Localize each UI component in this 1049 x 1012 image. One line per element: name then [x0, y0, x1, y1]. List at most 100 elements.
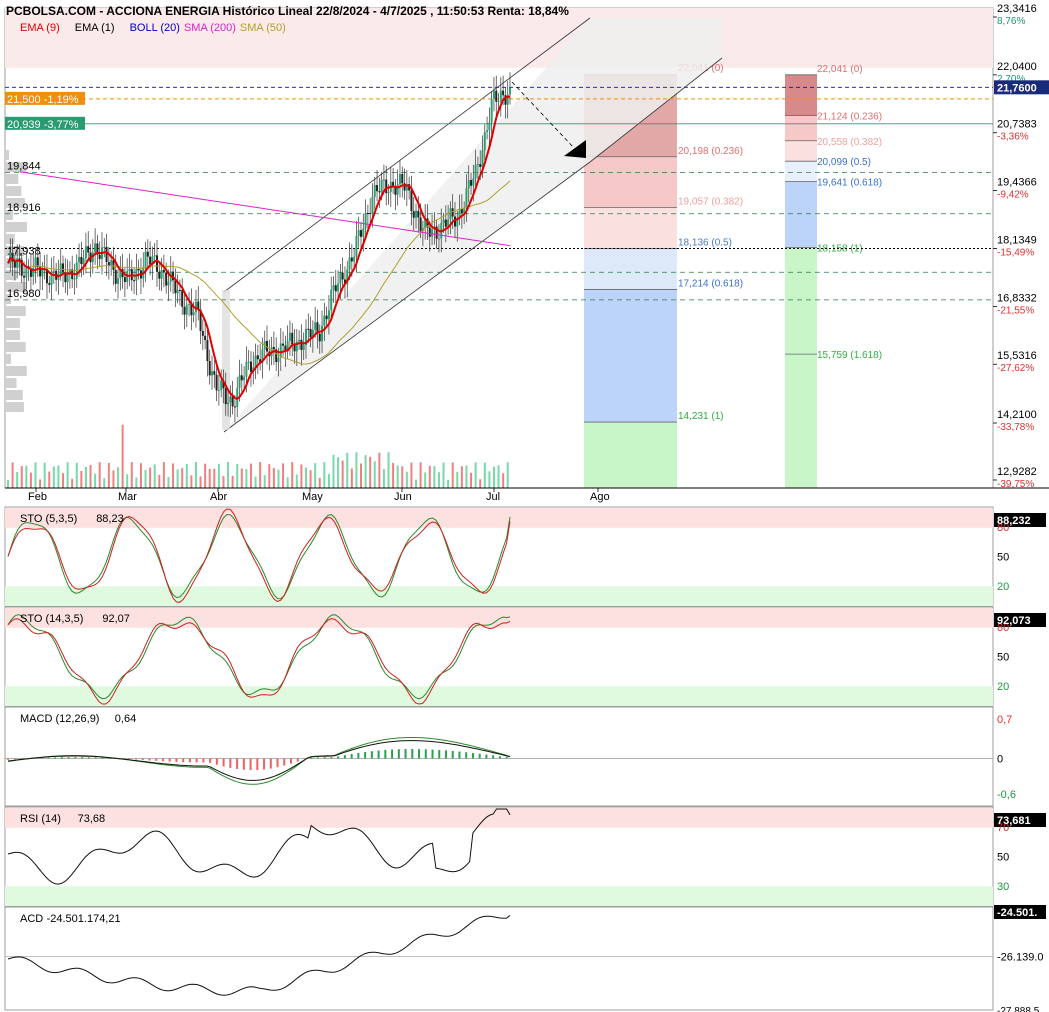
- candle-body: [321, 326, 323, 342]
- panel-value: 92,07: [102, 613, 130, 625]
- macd-histogram-bar: [250, 758, 252, 770]
- volume-bar: [424, 472, 426, 488]
- volume-bar: [300, 464, 302, 488]
- x-tick-label: Abr: [210, 491, 227, 503]
- candle-body: [227, 402, 229, 404]
- candle-body: [502, 91, 504, 96]
- volume-bar: [378, 453, 380, 488]
- volume-bar: [7, 480, 9, 488]
- fib2-label: 19,641 (0.618): [817, 178, 882, 189]
- macd-histogram-bar: [425, 749, 427, 758]
- macd-histogram-bar: [297, 758, 299, 761]
- macd-histogram-bar: [229, 758, 231, 767]
- candle-body: [94, 243, 96, 252]
- y-tick-label: 22,0400: [997, 61, 1037, 73]
- candle-body: [303, 345, 305, 350]
- macd-histogram-bar: [357, 753, 359, 759]
- volume-bar: [273, 468, 275, 488]
- volume-bar: [122, 425, 124, 488]
- candle-body: [83, 258, 85, 264]
- fib1-zone-1: [584, 157, 677, 208]
- macd-histogram-bar: [88, 757, 90, 758]
- macd-histogram-bar: [135, 758, 137, 759]
- candle-body: [211, 371, 213, 375]
- candle-body: [358, 230, 360, 236]
- volume-bar: [255, 477, 257, 488]
- volume-bar: [57, 465, 59, 488]
- macd-histogram-bar: [337, 756, 339, 758]
- volume-bar: [236, 464, 238, 488]
- candle-body: [488, 122, 490, 130]
- legend-sma200: SMA (200): [184, 22, 236, 34]
- x-tick-label: Jun: [394, 491, 412, 503]
- volume-bar: [213, 469, 215, 488]
- candle-body: [498, 101, 500, 102]
- panel-axis-label: 20: [997, 681, 1009, 693]
- macd-histogram-bar: [499, 756, 501, 758]
- volume-profile-bar: [5, 342, 26, 352]
- macd-histogram-bar: [243, 758, 245, 769]
- panel-badge-label: -24.501.: [997, 907, 1037, 919]
- volume-bar: [80, 471, 82, 488]
- candle-body: [250, 362, 252, 372]
- volume-bar: [447, 480, 449, 488]
- volume-bar: [154, 464, 156, 488]
- candle-body: [472, 179, 474, 186]
- macd-histogram-bar: [68, 757, 70, 758]
- macd-histogram-bar: [384, 750, 386, 759]
- candle-body: [330, 290, 332, 311]
- macd-histogram-bar: [324, 757, 326, 758]
- overbought-zone: [5, 808, 993, 828]
- candle-body: [138, 269, 140, 270]
- candle-body: [397, 184, 399, 194]
- panel-badge-label: 73,681: [997, 815, 1031, 827]
- candle-body: [367, 213, 369, 214]
- fib2-zone-bottom: [785, 354, 817, 488]
- y-pct-label: -33,78%: [997, 422, 1034, 433]
- volume-bar: [420, 462, 422, 488]
- volume-bar: [328, 474, 330, 488]
- candle-body: [282, 344, 284, 346]
- volume-bar: [351, 468, 353, 488]
- macd-histogram-bar: [209, 758, 211, 762]
- volume-bar: [158, 475, 160, 488]
- macd-histogram-bar: [182, 758, 184, 762]
- candle-body: [248, 362, 250, 363]
- volume-bar: [39, 479, 41, 488]
- volume-bar: [62, 473, 64, 488]
- volume-bar: [388, 452, 390, 488]
- macd-histogram-bar: [391, 750, 393, 759]
- volume-bar: [241, 468, 243, 488]
- candle-body: [461, 209, 463, 214]
- y-tick-label: 19,4366: [997, 177, 1037, 189]
- candle-body: [220, 381, 222, 391]
- candle-body: [493, 91, 495, 99]
- candle-body: [243, 377, 245, 380]
- volume-bar: [218, 464, 220, 488]
- volume-bar: [94, 474, 96, 488]
- macd-histogram-bar: [61, 757, 63, 758]
- candle-body: [48, 283, 50, 285]
- candle-body: [204, 336, 206, 340]
- candle-body: [326, 316, 328, 319]
- panel-axis-label: 0,7: [997, 714, 1012, 726]
- y-tick-label: 20,7383: [997, 119, 1037, 131]
- volume-bar: [200, 476, 202, 488]
- volume-bar: [186, 464, 188, 488]
- candle-body: [449, 208, 451, 219]
- volume-bar: [131, 462, 133, 488]
- candle-body: [310, 329, 312, 337]
- panel-name: MACD (12,26,9): [20, 713, 99, 725]
- volume-bar: [76, 463, 78, 488]
- candle-body: [145, 252, 147, 268]
- candle-body: [479, 164, 481, 167]
- volume-bar: [67, 462, 69, 488]
- candle-body: [179, 290, 181, 291]
- volume-bar: [452, 463, 454, 488]
- volume-profile-bar: [5, 186, 21, 196]
- macd-histogram-bar: [506, 757, 508, 758]
- candle-body: [62, 263, 64, 271]
- macd-histogram-bar: [74, 757, 76, 758]
- y-pct-label: -21,55%: [997, 305, 1034, 316]
- candle-body: [53, 271, 55, 272]
